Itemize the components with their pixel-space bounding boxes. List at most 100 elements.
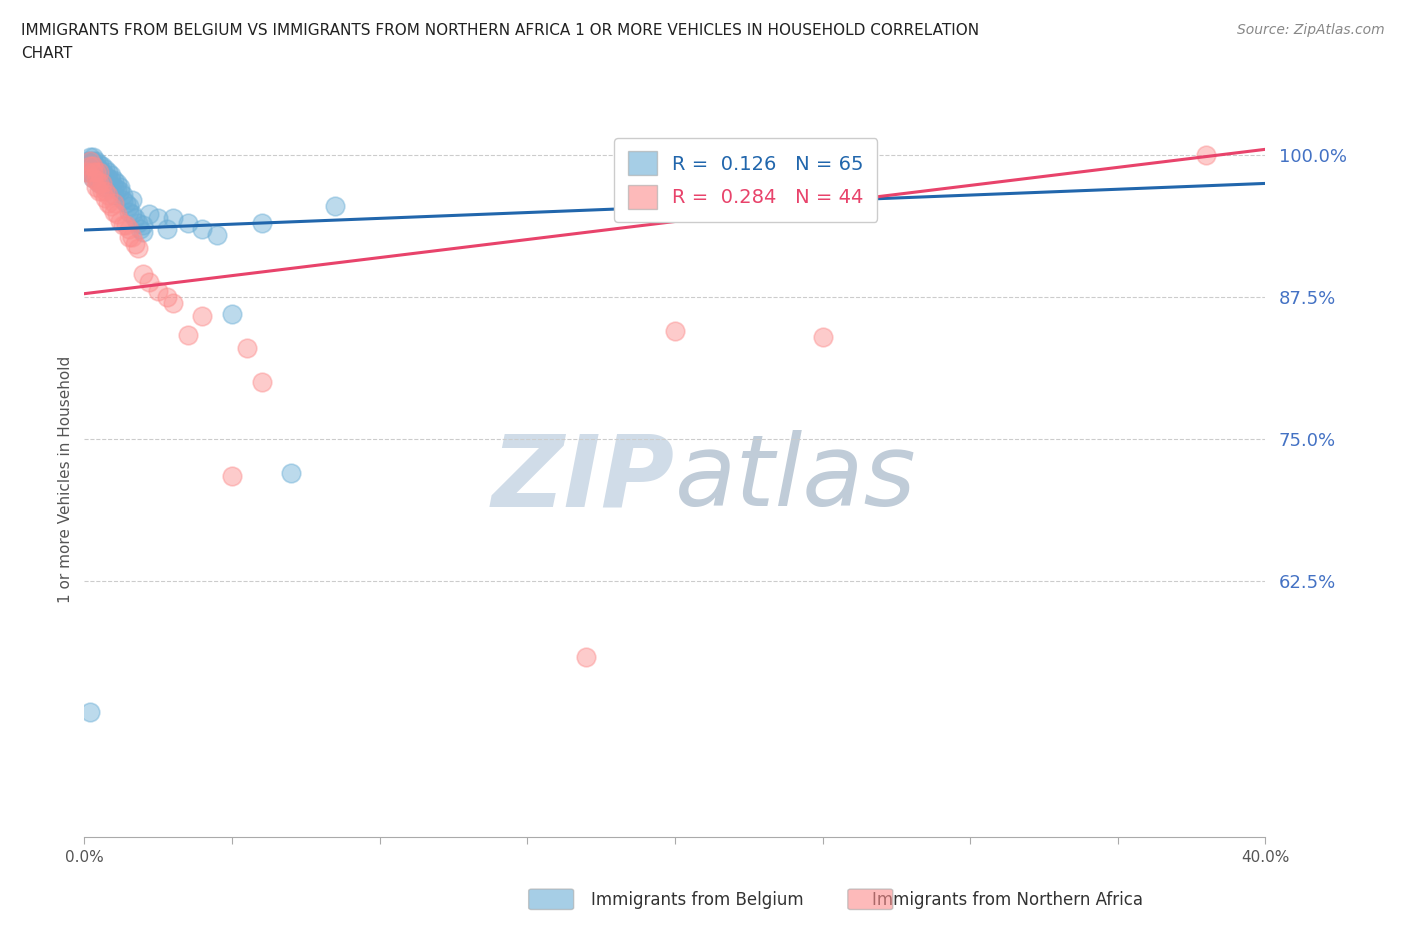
Point: [191, 221, 214, 236]
Point: [79, 153, 101, 168]
Point: [129, 221, 152, 236]
Point: [105, 181, 128, 196]
Point: [132, 218, 155, 232]
Point: [127, 216, 149, 231]
Point: [124, 236, 146, 251]
Point: [97, 176, 120, 191]
Point: [280, 466, 302, 481]
Point: [156, 289, 179, 304]
Legend: R =  0.126   N = 65, R =  0.284   N = 44: R = 0.126 N = 65, R = 0.284 N = 44: [614, 138, 877, 222]
Point: [811, 329, 834, 344]
Point: [118, 205, 141, 219]
Point: [177, 327, 200, 342]
Point: [121, 206, 143, 221]
Point: [84, 165, 107, 179]
Point: [84, 159, 107, 174]
Point: [236, 340, 259, 355]
Point: [103, 173, 125, 188]
Point: [105, 206, 128, 221]
Text: Immigrants from Belgium: Immigrants from Belgium: [591, 891, 803, 910]
Point: [84, 170, 107, 185]
Point: [82, 170, 104, 185]
Point: [87, 176, 111, 191]
Point: [97, 195, 120, 210]
Point: [94, 179, 117, 194]
Point: [94, 184, 117, 199]
Point: [79, 161, 101, 176]
Point: [94, 161, 117, 176]
Point: [82, 150, 104, 165]
Point: [664, 324, 686, 339]
Point: [100, 168, 122, 183]
Point: [87, 184, 111, 199]
Point: [221, 307, 243, 322]
Point: [103, 179, 125, 194]
Point: [105, 176, 128, 191]
Point: [100, 199, 122, 214]
Point: [138, 275, 160, 290]
Point: [103, 195, 125, 210]
Text: Source: ZipAtlas.com: Source: ZipAtlas.com: [1237, 23, 1385, 37]
Point: [111, 193, 134, 208]
Point: [79, 156, 101, 171]
Point: [76, 153, 98, 168]
Point: [132, 225, 155, 240]
Point: [118, 230, 141, 245]
Point: [79, 150, 101, 165]
Point: [325, 199, 347, 214]
Point: [148, 210, 170, 225]
Point: [103, 205, 125, 219]
Point: [121, 230, 143, 245]
Point: [162, 210, 184, 225]
Point: [111, 187, 134, 202]
Point: [76, 159, 98, 174]
Point: [207, 227, 229, 242]
Point: [84, 179, 107, 194]
Point: [91, 184, 114, 199]
Point: [97, 165, 120, 179]
Text: IMMIGRANTS FROM BELGIUM VS IMMIGRANTS FROM NORTHERN AFRICA 1 OR MORE VEHICLES IN: IMMIGRANTS FROM BELGIUM VS IMMIGRANTS FR…: [21, 23, 979, 38]
Point: [97, 170, 120, 185]
Point: [82, 159, 104, 174]
Point: [87, 161, 111, 176]
Point: [132, 267, 155, 282]
Point: [1195, 148, 1218, 163]
Point: [100, 173, 122, 188]
Point: [114, 195, 136, 210]
Point: [87, 176, 111, 191]
Point: [177, 216, 200, 231]
Point: [87, 156, 111, 171]
Point: [79, 165, 101, 179]
Y-axis label: 1 or more Vehicles in Household: 1 or more Vehicles in Household: [58, 355, 73, 603]
Point: [148, 284, 170, 299]
Point: [118, 199, 141, 214]
Point: [162, 296, 184, 311]
Point: [94, 191, 117, 206]
Point: [84, 153, 107, 168]
Point: [82, 153, 104, 168]
Point: [76, 165, 98, 179]
Point: [108, 184, 131, 199]
Point: [108, 214, 131, 229]
Point: [87, 168, 111, 183]
Point: [79, 153, 101, 168]
Point: [76, 165, 98, 179]
Point: [250, 375, 273, 390]
Point: [127, 241, 149, 256]
Point: [221, 468, 243, 483]
Point: [91, 176, 114, 191]
Point: [114, 218, 136, 232]
Point: [94, 173, 117, 188]
Point: [111, 218, 134, 232]
Point: [84, 173, 107, 188]
Point: [124, 210, 146, 225]
Point: [575, 650, 598, 665]
Text: atlas: atlas: [675, 431, 917, 527]
Text: Immigrants from Northern Africa: Immigrants from Northern Africa: [872, 891, 1143, 910]
Point: [118, 221, 141, 236]
Text: CHART: CHART: [21, 46, 73, 61]
Point: [103, 187, 125, 202]
Point: [82, 165, 104, 179]
Point: [82, 165, 104, 179]
Point: [79, 705, 101, 720]
